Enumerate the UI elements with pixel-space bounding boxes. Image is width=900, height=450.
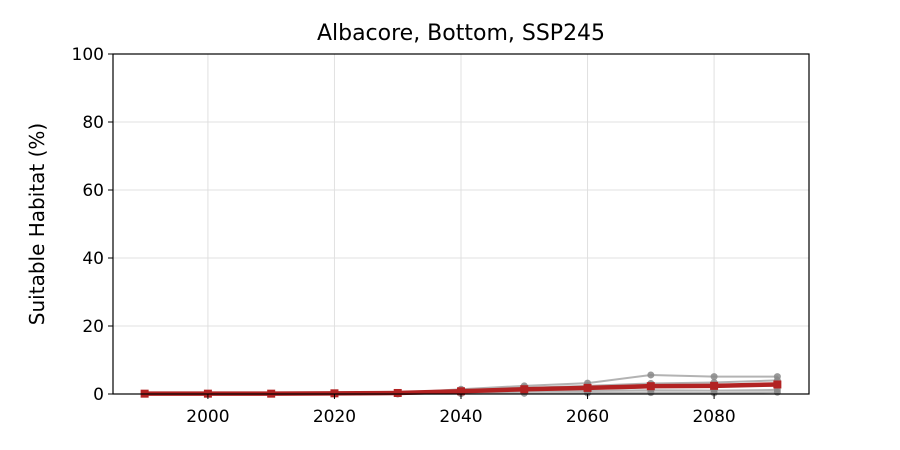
- data-point: [330, 389, 339, 398]
- y-tick-label: 20: [82, 317, 104, 337]
- data-point: [457, 387, 465, 396]
- y-axis-label: Suitable Habitat (%): [25, 123, 49, 325]
- data-point: [646, 382, 655, 391]
- x-tick-label: 2080: [692, 407, 735, 427]
- x-tick-label: 2060: [566, 407, 609, 427]
- y-tick-label: 40: [82, 249, 104, 269]
- data-point: [520, 385, 529, 394]
- data-point: [773, 388, 781, 396]
- grid: [113, 53, 809, 395]
- y-tick-label: 80: [82, 113, 104, 133]
- x-tick-label: 2000: [186, 407, 229, 427]
- data-point: [647, 371, 655, 379]
- x-tick-label: 2020: [313, 407, 356, 427]
- x-tick-label: 2040: [439, 407, 482, 427]
- data-point: [393, 388, 402, 397]
- data-point: [647, 389, 655, 397]
- data-point: [710, 389, 718, 397]
- data-point: [710, 373, 718, 381]
- data-point: [710, 381, 719, 390]
- chart-title: Albacore, Bottom, SSP245: [317, 21, 605, 46]
- y-tick-label: 0: [93, 385, 104, 405]
- data-point: [773, 380, 782, 389]
- data-point: [583, 383, 592, 392]
- y-tick-label: 100: [72, 45, 104, 65]
- y-tick-label: 60: [82, 181, 104, 201]
